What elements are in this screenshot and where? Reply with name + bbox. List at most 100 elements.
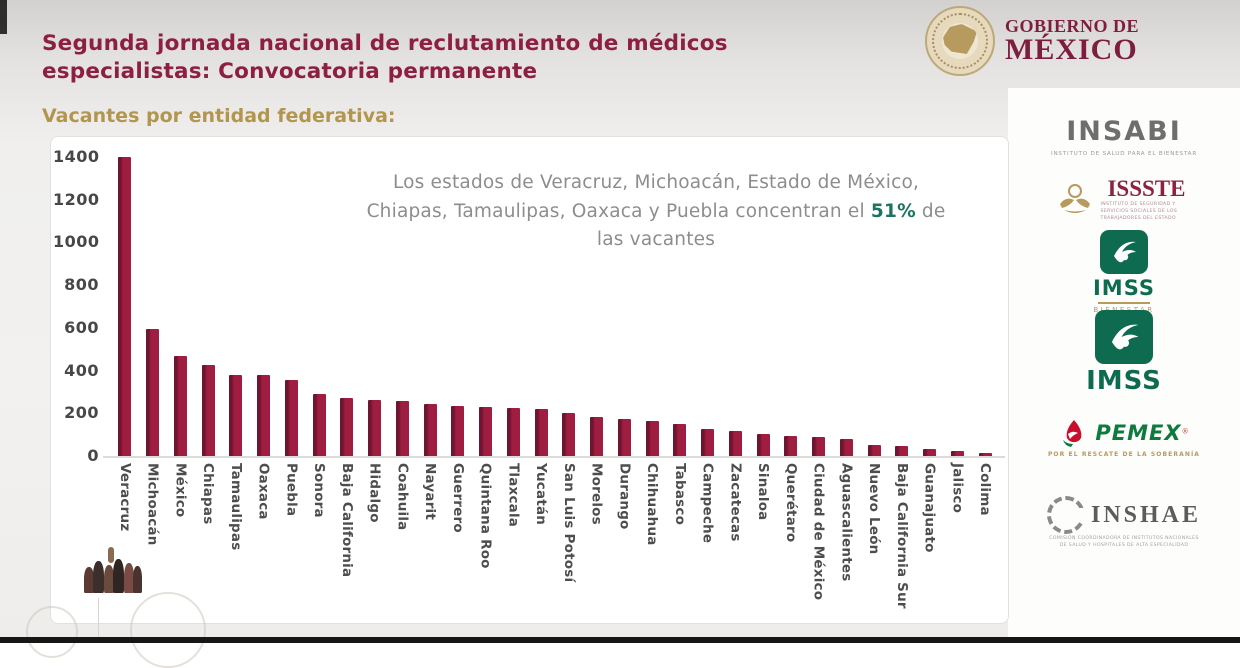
bar-column [167,157,195,456]
insabi-logo: INSABI INSTITUTO DE SALUD PARA EL BIENES… [1008,116,1240,158]
bar [479,407,493,456]
insabi-tagline: INSTITUTO DE SALUD PARA EL BIENESTAR [1051,151,1197,157]
bar-column [250,157,278,456]
insabi-wordmark: INSABI [1066,116,1182,147]
bar-column [444,157,472,456]
bar-column [416,157,444,456]
bar-column [666,157,694,456]
x-tick-label: San Luis Potosí [560,463,577,583]
watermark-line [98,598,99,637]
imss-bienestar-logo: IMSS BIENESTAR [1008,230,1240,314]
x-label-cell: Michoacán [139,461,167,619]
x-label-cell: Nuevo León [860,461,888,619]
bar [451,406,465,456]
x-tick-label: Nayarit [422,463,439,521]
bar [312,394,326,456]
x-tick-label: Veracruz [116,463,133,532]
x-label-cell: Baja California Sur [888,461,916,619]
chart-panel: Los estados de Veracruz, Michoacán, Esta… [50,136,1009,624]
gobierno-logo-text: GOBIERNO DE MÉXICO [1005,15,1140,66]
x-tick-label: Quintana Roo [477,463,494,569]
watermark-seal-small-icon [26,606,78,658]
x-tick-label: Ciudad de México [810,463,827,601]
bar-column [805,157,833,456]
x-label-cell: Hidalgo [361,461,389,619]
x-tick-label: Hidalgo [366,463,383,523]
bar [146,328,160,456]
issste-logo: ISSSTE INSTITUTO DE SEGURIDAD Y SERVICIO… [1008,176,1240,223]
bar [340,397,354,456]
x-tick-label: Sonora [311,463,328,518]
x-tick-label: Guanajuato [921,463,938,553]
eagle-seal-icon [925,6,995,76]
bar-column [944,157,972,456]
bar [562,413,576,456]
x-axis-labels: Veracruz Michoacán México Chiapas Tamaulipas… [111,461,999,619]
x-tick-label: Campeche [699,463,716,544]
x-label-cell: Aguascalientes [833,461,861,619]
annotation-text: Los estados de Veracruz, Michoacán, Esta… [366,172,920,222]
x-label-cell: Quintana Roo [472,461,500,619]
bar [534,408,548,456]
x-label-cell: Sonora [305,461,333,619]
inshae-wordmark: INSHAE [1090,501,1202,528]
x-label-cell: Nayarit [416,461,444,619]
inshae-tagline: COMISIÓN COORDINADORA DE INSTITUTOS NACI… [1049,536,1199,548]
bar-column [139,157,167,456]
x-tick-label: Michoacán [144,463,161,546]
pemex-logo: PEMEX® POR EL RESCATE DE LA SOBERANÍA [1008,418,1240,458]
bar-column [555,157,583,456]
bar-column [860,157,888,456]
pemex-registered-mark: ® [1181,427,1189,436]
bar [617,419,631,456]
x-label-cell: México [167,461,195,619]
x-tick-label: Tabasco [671,463,688,526]
x-tick-label: Morelos [588,463,605,525]
pemex-wordmark: PEMEX [1095,421,1182,445]
x-label-cell: Zacatecas [722,461,750,619]
bar-column [333,157,361,456]
x-label-cell: Coahuila [389,461,417,619]
x-tick-label: Oaxaca [255,463,272,520]
x-tick-label: Durango [616,463,633,530]
bar-column [638,157,666,456]
y-tick-label: 200 [64,403,99,423]
inshae-gear-icon [1046,496,1089,534]
x-tick-label: Zacatecas [727,463,744,542]
bar-column [472,157,500,456]
x-label-cell: Campeche [694,461,722,619]
y-tick-label: 400 [64,360,99,380]
bar-column [749,157,777,456]
gobierno-de-mexico-logo: GOBIERNO DE MÉXICO [925,6,1139,76]
y-tick-label: 600 [64,317,99,337]
bar [812,436,826,456]
x-label-cell: Querétaro [777,461,805,619]
bar [645,421,659,456]
y-tick-label: 1000 [53,232,100,252]
x-tick-label: Chiapas [200,463,217,525]
bar-column [194,157,222,456]
x-tick-label: Querétaro [782,463,799,543]
bar [728,431,742,456]
gobierno-line2: MÉXICO [1005,32,1138,66]
bar [229,374,243,456]
bar [118,157,132,456]
gobierno-line1: GOBIERNO DE [1005,15,1140,36]
bar-column [833,157,861,456]
x-label-cell: Jalisco [944,461,972,619]
y-tick-label: 0 [87,446,99,465]
x-tick-label: Colima [977,463,994,516]
bar-column [694,157,722,456]
bar [784,435,798,456]
x-tick-label: Jalisco [949,463,966,514]
x-tick-label: Coahuila [394,463,411,531]
bar-column [361,157,389,456]
imss-bienestar-wordmark: IMSS [1092,276,1156,300]
x-label-cell: Durango [611,461,639,619]
bar-column [777,157,805,456]
video-overlay-people [84,543,142,593]
bar [284,380,298,456]
x-tick-label: Guerrero [449,463,466,533]
bar-column [971,157,999,456]
x-tick-label: Baja California [338,463,355,578]
